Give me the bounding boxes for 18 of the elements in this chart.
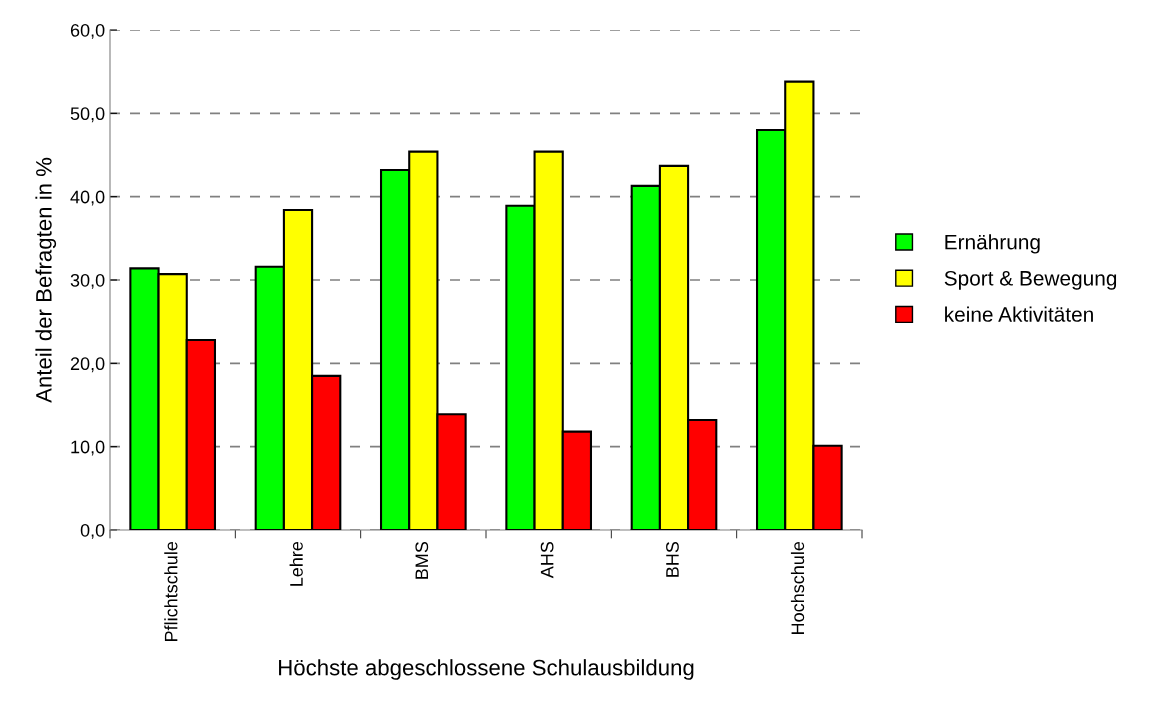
x-tick-label: Pflichtschule bbox=[164, 541, 178, 641]
legend-label: Sport & Bewegung bbox=[944, 270, 1117, 290]
y-tick-label: 50,0 bbox=[70, 107, 105, 123]
x-tick-label: Lehre bbox=[289, 541, 303, 586]
y-tick-label: 60,0 bbox=[70, 23, 105, 39]
y-tick-label: 20,0 bbox=[70, 357, 105, 373]
legend-label: keine Aktivitäten bbox=[945, 306, 1093, 322]
x-tick-label: Hochschule bbox=[790, 541, 805, 634]
x-tick-label: AHS bbox=[540, 541, 554, 579]
y-tick-label: 10,0 bbox=[71, 440, 105, 456]
legend-label: Ernährung bbox=[945, 234, 1040, 254]
y-tick-label: 30,0 bbox=[70, 273, 105, 289]
x-tick-label: BHS bbox=[666, 541, 679, 577]
y-axis-title: Anteil der Befragten in % bbox=[35, 157, 57, 403]
y-tick-label: 0,0 bbox=[80, 523, 105, 539]
y-tick-label: 40,0 bbox=[70, 190, 105, 206]
x-axis-title: Höchste abgeschlossene Schulausbildung bbox=[279, 659, 694, 680]
x-tick-label: BMS bbox=[415, 541, 429, 579]
